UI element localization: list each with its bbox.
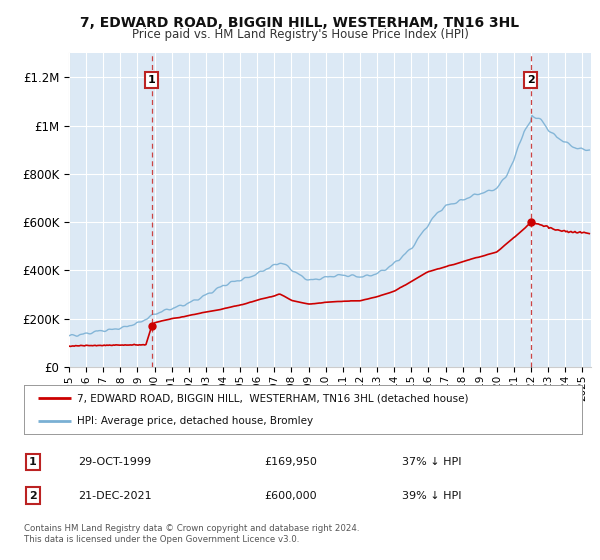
Text: 7, EDWARD ROAD, BIGGIN HILL, WESTERHAM, TN16 3HL: 7, EDWARD ROAD, BIGGIN HILL, WESTERHAM, … (80, 16, 520, 30)
Text: £169,950: £169,950 (264, 457, 317, 467)
Text: Price paid vs. HM Land Registry's House Price Index (HPI): Price paid vs. HM Land Registry's House … (131, 28, 469, 41)
Text: 29-OCT-1999: 29-OCT-1999 (78, 457, 151, 467)
Text: 37% ↓ HPI: 37% ↓ HPI (402, 457, 461, 467)
Text: 1: 1 (29, 457, 37, 467)
Text: 2: 2 (29, 491, 37, 501)
Text: 2: 2 (527, 75, 535, 85)
Text: 21-DEC-2021: 21-DEC-2021 (78, 491, 152, 501)
Text: 7, EDWARD ROAD, BIGGIN HILL,  WESTERHAM, TN16 3HL (detached house): 7, EDWARD ROAD, BIGGIN HILL, WESTERHAM, … (77, 393, 469, 403)
Text: Contains HM Land Registry data © Crown copyright and database right 2024.
This d: Contains HM Land Registry data © Crown c… (24, 524, 359, 544)
Text: HPI: Average price, detached house, Bromley: HPI: Average price, detached house, Brom… (77, 416, 313, 426)
Text: 1: 1 (148, 75, 155, 85)
Text: 39% ↓ HPI: 39% ↓ HPI (402, 491, 461, 501)
Text: £600,000: £600,000 (264, 491, 317, 501)
